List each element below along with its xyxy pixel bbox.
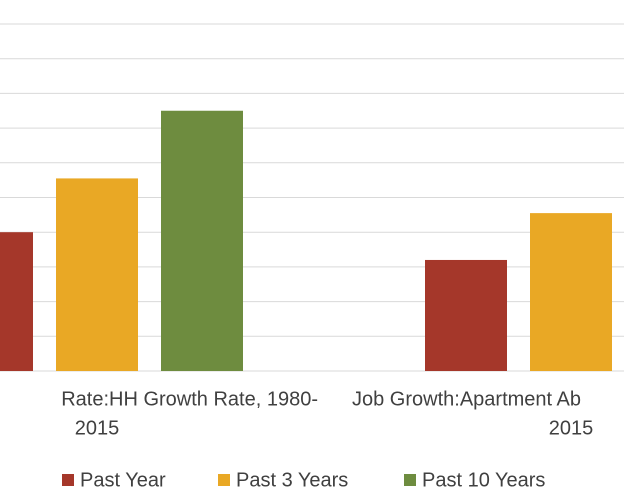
bar [0,232,33,371]
bar [425,259,507,371]
legend-label: Past 10 Years [422,469,545,491]
x-tick-label: Rate:HH Growth Rate, 1980- [61,388,318,410]
x-tick-label: 2015 [75,417,120,439]
bar [530,213,612,371]
legend-swatch [218,474,230,486]
legend-label: Past Year [80,469,166,491]
x-tick-label: Job Growth:Apartment Ab [352,388,581,410]
bar [161,110,243,371]
legend-swatch [404,474,416,486]
legend-swatch [62,474,74,486]
x-tick-label: 2015 [549,417,594,439]
bar [56,178,138,371]
legend-label: Past 3 Years [236,469,348,491]
